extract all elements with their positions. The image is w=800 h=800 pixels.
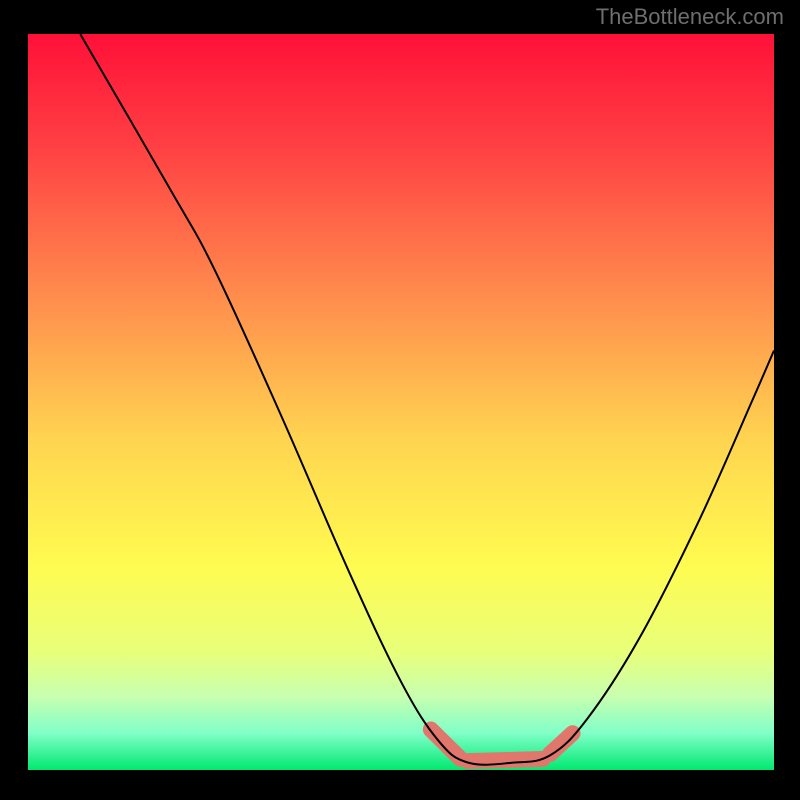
plot-background bbox=[28, 34, 774, 770]
chart-container: TheBottleneck.com bbox=[0, 0, 800, 800]
bottleneck-chart bbox=[0, 0, 800, 800]
watermark-text: TheBottleneck.com bbox=[596, 4, 784, 30]
